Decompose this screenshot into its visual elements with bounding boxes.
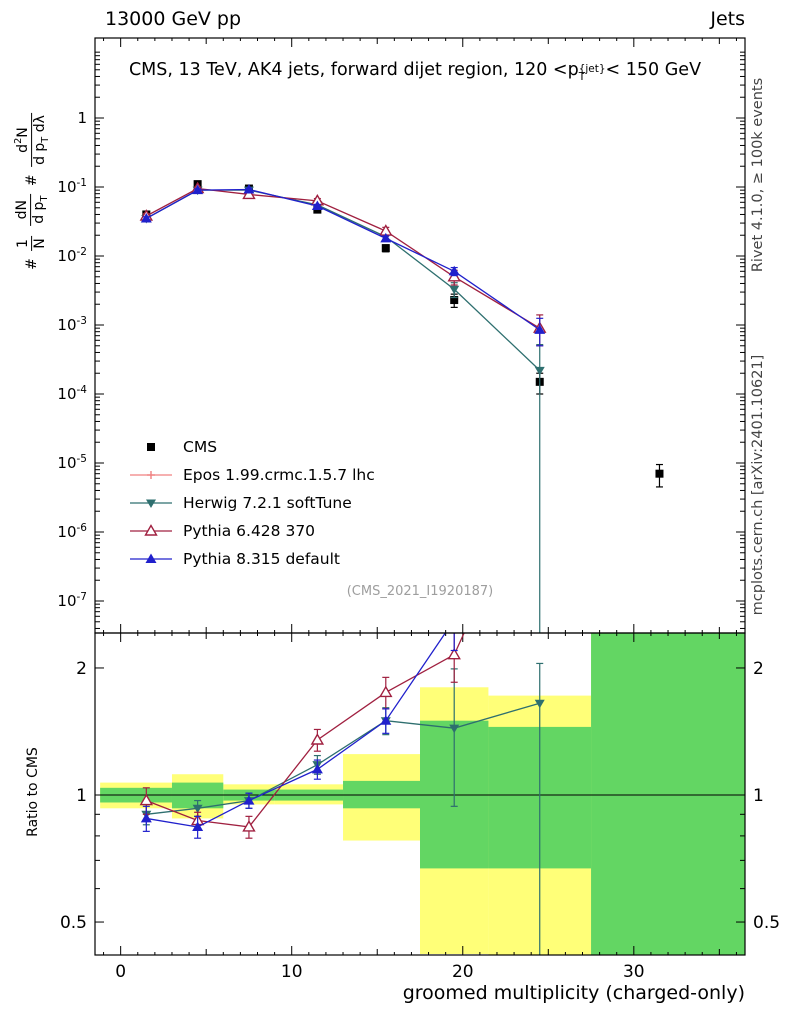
svg-text:10-2: 10-2 (57, 246, 87, 265)
svg-text:0: 0 (115, 962, 126, 982)
legend-item-epos: Epos 1.99.crmc.1.5.7 lhc (128, 461, 375, 489)
ratio-panel-frame (94, 632, 746, 956)
pythia6-marker-icon (130, 524, 172, 536)
legend-label: Herwig 7.2.1 softTune (183, 494, 352, 512)
main-series-pythia8 (140, 183, 546, 347)
legend-item-herwig: Herwig 7.2.1 softTune (128, 489, 375, 517)
ratio-series-pythia8 (140, 633, 458, 839)
svg-text:10-7: 10-7 (57, 591, 87, 610)
svg-text:1: 1 (76, 786, 87, 806)
ylabel-frac-dndpt: dN d pT (13, 193, 50, 226)
legend-label: Epos 1.99.crmc.1.5.7 lhc (183, 466, 375, 484)
legend-label: CMS (183, 438, 218, 456)
legend-label: Pythia 6.428 370 (183, 522, 316, 540)
pt-jet-supsub: {jet} T (578, 62, 606, 84)
svg-text:2: 2 (76, 659, 87, 679)
watermark: (CMS_2021_I1920187) (346, 584, 494, 599)
ratio-uncertainty-bands (100, 633, 745, 955)
plot-title-text: CMS, 13 TeV, AK4 jets, forward dijet reg… (128, 60, 579, 80)
svg-text:1: 1 (753, 786, 764, 806)
legend-item-cms: CMS (128, 433, 375, 461)
legend-label: Pythia 8.315 default (183, 550, 340, 568)
legend-item-pythia6: Pythia 6.428 370 (128, 517, 375, 545)
axis-tick-labels: 110-110-210-310-410-510-610-70.5 0.51 12 20… (57, 109, 780, 982)
svg-text:0.5: 0.5 (60, 913, 87, 933)
legend-item-pythia8: Pythia 8.315 default (128, 545, 375, 573)
svg-text:10: 10 (281, 962, 303, 982)
cms-marker-icon (147, 443, 155, 451)
svg-text:0.5: 0.5 (753, 913, 780, 933)
svg-text:1: 1 (77, 109, 87, 127)
svg-text:10-4: 10-4 (57, 384, 87, 403)
svg-text:10-1: 10-1 (57, 177, 87, 196)
mcplots-arxiv-note: mcplots.cern.ch [arXiv:2401.10621] (750, 354, 766, 616)
ylabel-frac-d2n: d2N d pT dλ (13, 113, 51, 167)
x-axis-label: groomed multiplicity (charged-only) (402, 982, 745, 1004)
svg-text:20: 20 (452, 962, 474, 982)
svg-text:10-6: 10-6 (57, 522, 87, 541)
svg-text:2: 2 (753, 659, 764, 679)
plot-title: CMS, 13 TeV, AK4 jets, forward dijet reg… (128, 60, 702, 84)
epos-marker-icon (130, 471, 172, 479)
svg-text:10-5: 10-5 (57, 453, 87, 472)
rivet-version-note: Rivet 4.1.0, ≥ 100k events (750, 77, 766, 273)
svg-text:10-3: 10-3 (57, 315, 87, 334)
main-series-pythia6 (139, 181, 547, 347)
jets-label: Jets (710, 8, 745, 30)
svg-text:30: 30 (623, 962, 645, 982)
legend: CMS Epos 1.99.crmc.1.5.7 lhc Herwig 7.2.1 … (128, 433, 375, 573)
herwig-marker-icon (130, 499, 172, 508)
beam-energy-label: 13000 GeV pp (105, 8, 242, 30)
pythia8-marker-icon (130, 553, 172, 563)
ratio-axis-label: Ratio to CMS (25, 747, 41, 837)
